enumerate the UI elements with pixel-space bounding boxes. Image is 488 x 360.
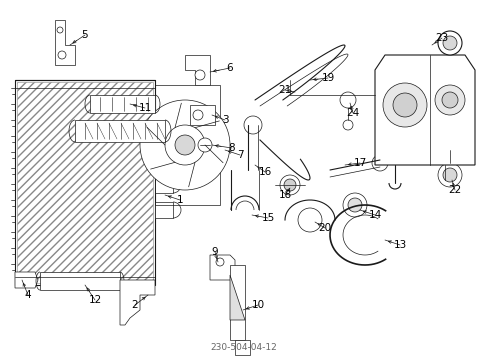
Text: 7: 7 (236, 150, 243, 160)
Text: 6: 6 (226, 63, 233, 73)
Text: 1: 1 (176, 195, 183, 205)
Text: 10: 10 (251, 300, 264, 310)
Circle shape (437, 31, 461, 55)
Text: 12: 12 (88, 295, 102, 305)
Text: 4: 4 (24, 290, 31, 300)
Circle shape (442, 168, 456, 182)
Circle shape (392, 93, 416, 117)
Text: 24: 24 (346, 108, 359, 118)
Text: 15: 15 (261, 213, 274, 223)
Bar (75, 120, 164, 142)
Polygon shape (229, 265, 244, 340)
Polygon shape (120, 280, 155, 325)
Text: 19: 19 (321, 73, 334, 83)
Text: 9: 9 (211, 247, 218, 257)
Bar (40, 272, 120, 290)
Circle shape (175, 135, 195, 155)
Circle shape (164, 125, 204, 165)
Text: 22: 22 (447, 185, 461, 195)
Polygon shape (55, 20, 75, 65)
Circle shape (339, 92, 355, 108)
Bar (15, 80, 155, 285)
Polygon shape (209, 255, 235, 280)
Text: 13: 13 (392, 240, 406, 250)
Text: 8: 8 (228, 143, 235, 153)
Circle shape (434, 85, 464, 115)
Polygon shape (184, 55, 209, 85)
Text: 11: 11 (138, 103, 151, 113)
Circle shape (284, 179, 295, 191)
Polygon shape (190, 105, 215, 125)
Text: 230-504-04-12: 230-504-04-12 (210, 343, 277, 352)
Text: 5: 5 (81, 30, 88, 40)
Polygon shape (155, 202, 173, 218)
Circle shape (198, 138, 212, 152)
Circle shape (437, 163, 461, 187)
Circle shape (195, 70, 204, 80)
Circle shape (371, 155, 387, 171)
Polygon shape (235, 340, 249, 355)
Circle shape (382, 83, 426, 127)
Polygon shape (374, 55, 474, 165)
Circle shape (193, 110, 203, 120)
Circle shape (342, 120, 352, 130)
Polygon shape (229, 275, 244, 320)
Polygon shape (15, 272, 38, 288)
Circle shape (442, 36, 456, 50)
Polygon shape (155, 177, 173, 193)
Circle shape (280, 175, 299, 195)
Text: 18: 18 (278, 190, 291, 200)
Circle shape (57, 27, 63, 33)
Text: 14: 14 (367, 210, 381, 220)
Circle shape (140, 100, 229, 190)
Text: 16: 16 (258, 167, 271, 177)
Circle shape (441, 92, 457, 108)
Text: 21: 21 (278, 85, 291, 95)
Circle shape (347, 198, 361, 212)
Text: 20: 20 (318, 223, 331, 233)
Text: 3: 3 (221, 115, 228, 125)
Text: 23: 23 (434, 33, 447, 43)
Text: 17: 17 (353, 158, 366, 168)
Text: 2: 2 (131, 300, 138, 310)
Polygon shape (155, 152, 173, 168)
Circle shape (58, 51, 66, 59)
Circle shape (342, 193, 366, 217)
Bar (90, 95, 155, 113)
Bar (17, 82, 153, 283)
Circle shape (216, 258, 224, 266)
